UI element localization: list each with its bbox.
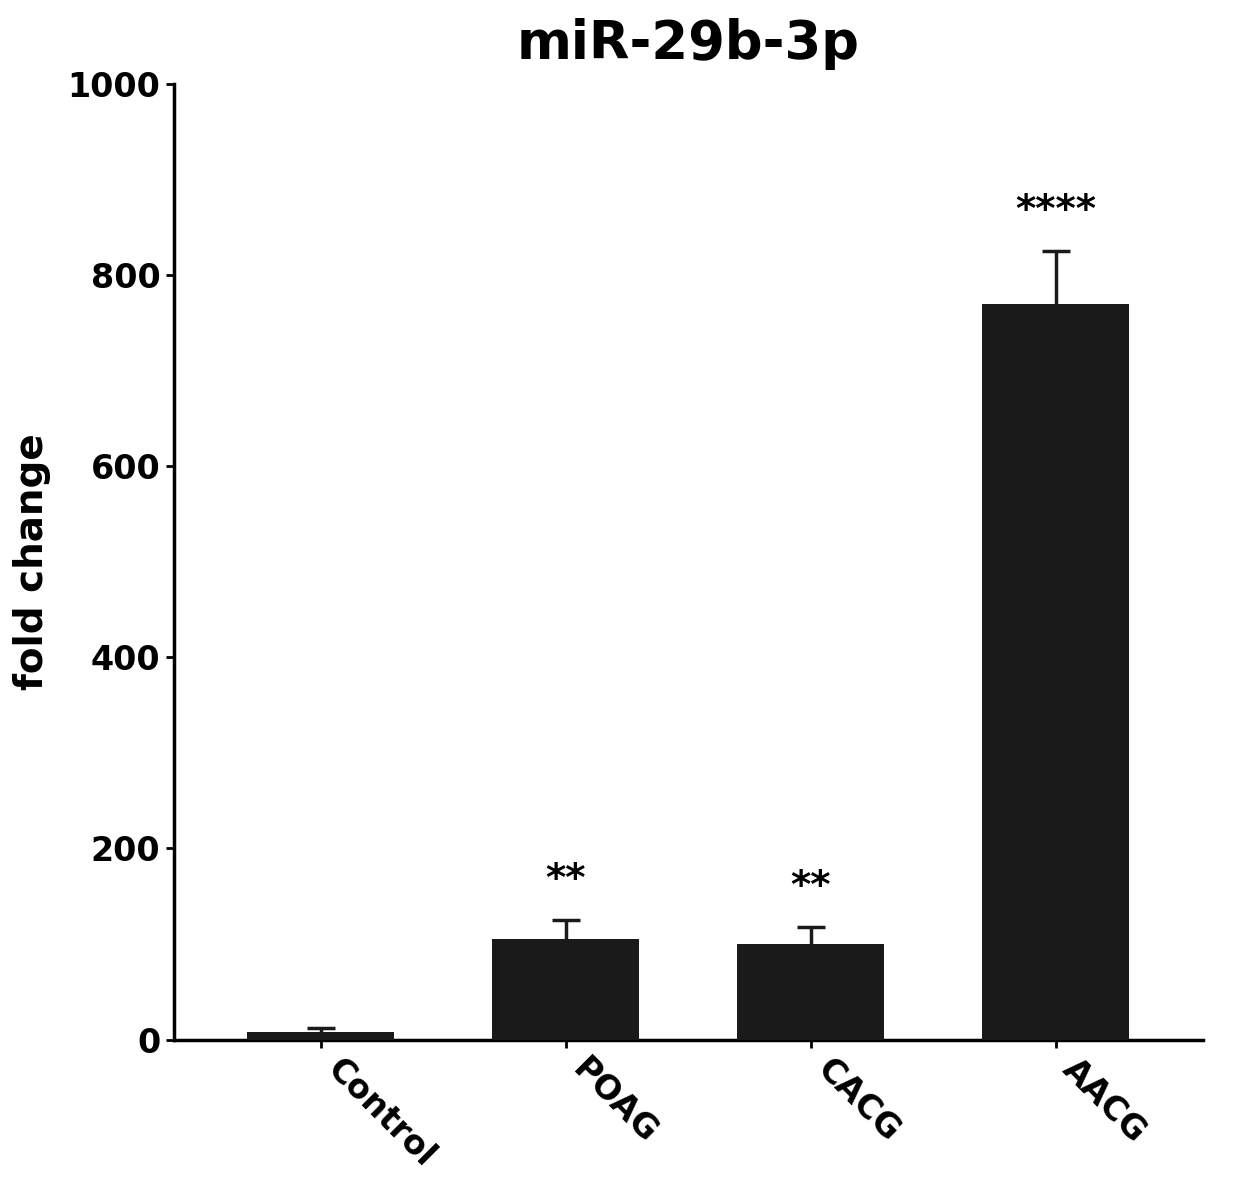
Title: miR-29b-3p: miR-29b-3p	[517, 18, 859, 69]
Bar	[492, 939, 639, 1040]
Text: **: **	[546, 862, 587, 899]
Bar	[738, 944, 884, 1040]
Bar	[982, 304, 1130, 1040]
Bar	[247, 1032, 394, 1040]
Text: **: **	[790, 868, 831, 906]
Text: ****: ****	[1016, 192, 1096, 229]
Y-axis label: fold change: fold change	[12, 434, 51, 690]
